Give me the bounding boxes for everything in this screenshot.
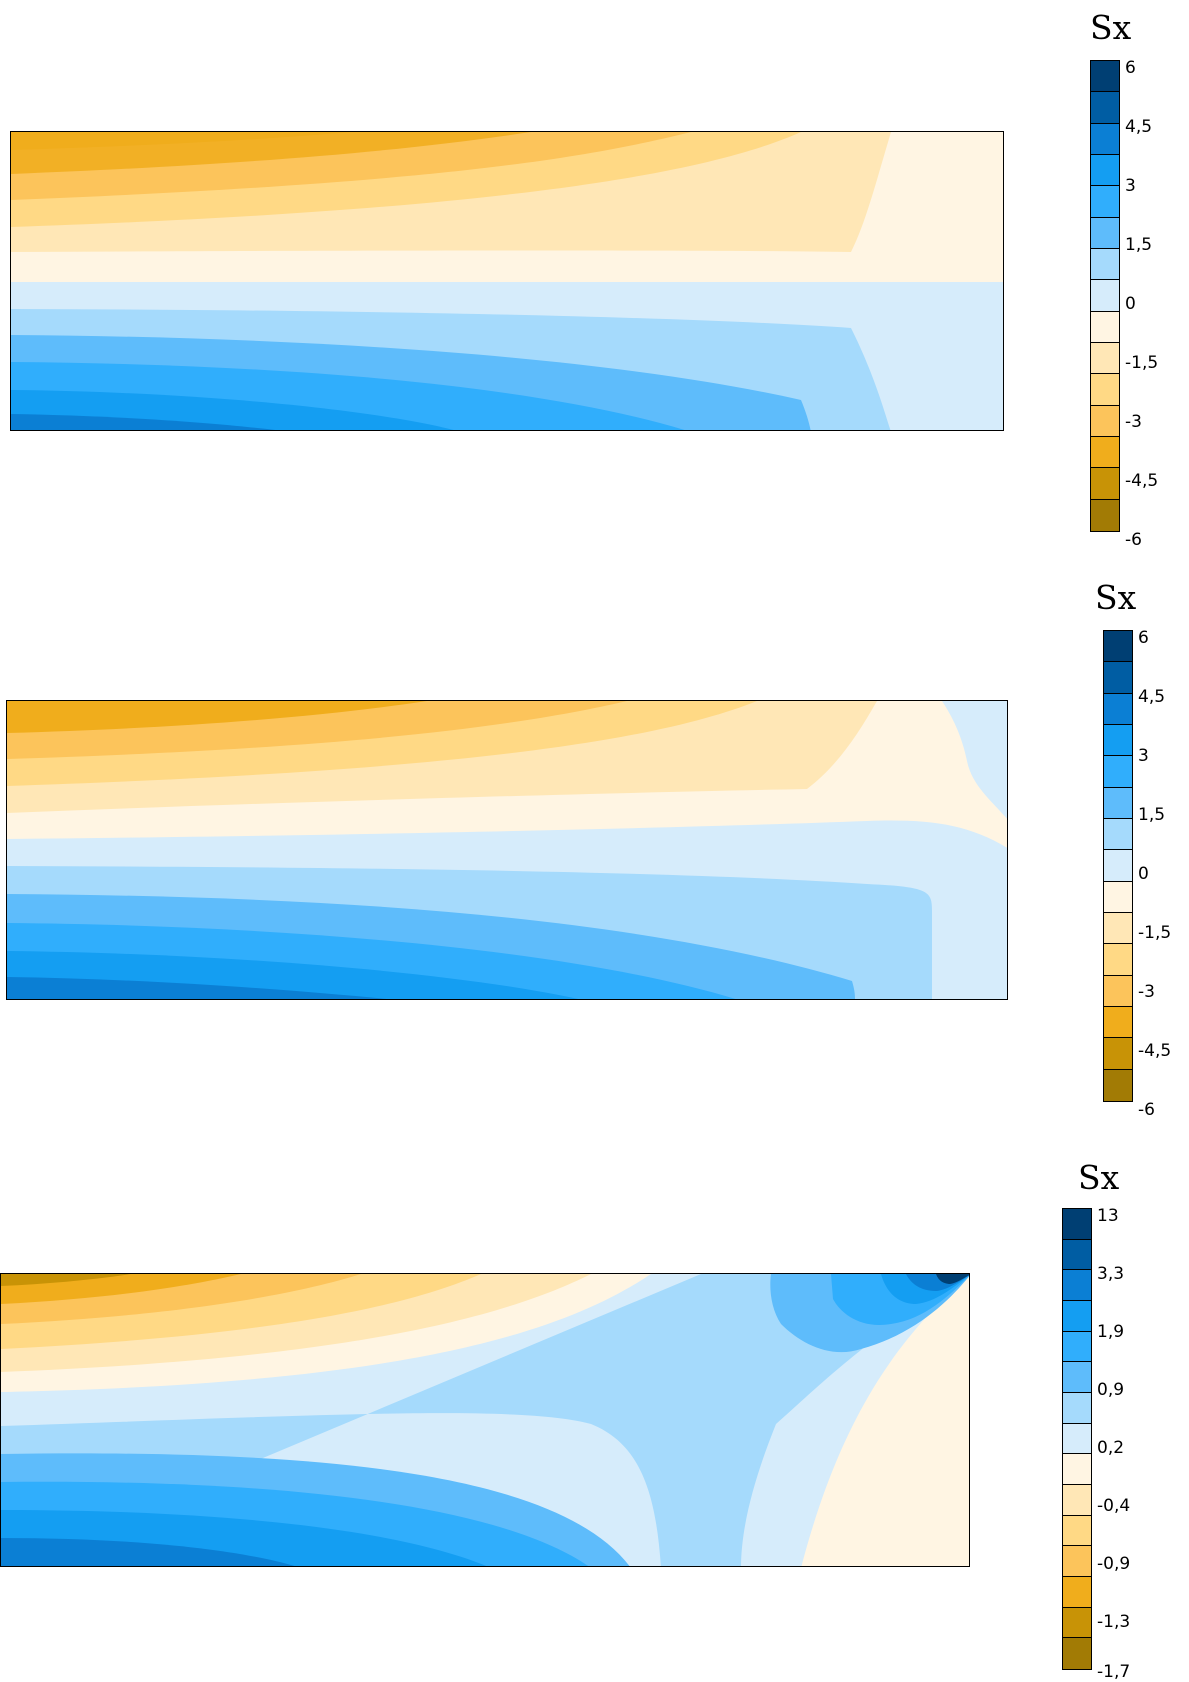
color-swatch <box>1091 154 1119 187</box>
color-swatch <box>1104 756 1132 788</box>
color-swatch <box>1104 975 1132 1007</box>
legend-tick: -4,5 <box>1125 471 1159 491</box>
contour-plot-2 <box>6 700 1008 1000</box>
color-swatch <box>1091 468 1119 500</box>
color-swatch <box>1063 1300 1091 1332</box>
legend-tick: 6 <box>1125 58 1136 78</box>
color-swatch <box>1063 1209 1091 1240</box>
legend-tick: -4,5 <box>1138 1041 1172 1061</box>
color-swatch <box>1063 1638 1091 1669</box>
legend-tick: 1,9 <box>1097 1322 1125 1342</box>
legend-title-1: Sx <box>1090 8 1132 47</box>
color-swatch <box>1091 311 1119 343</box>
legend-tick: 4,5 <box>1138 687 1166 707</box>
color-swatch <box>1091 248 1119 281</box>
legend-tick: -0,9 <box>1097 1554 1131 1574</box>
color-swatch <box>1063 1331 1091 1363</box>
color-swatch <box>1104 944 1132 976</box>
legend-tick: 0,2 <box>1097 1438 1125 1458</box>
legend-title-3: Sx <box>1078 1158 1120 1197</box>
contour-field-1 <box>11 132 1003 430</box>
legend-tick: -1,3 <box>1097 1612 1131 1632</box>
color-swatch <box>1091 92 1119 124</box>
color-swatch <box>1063 1270 1091 1301</box>
color-swatch <box>1091 123 1119 155</box>
legend-tick: 3,3 <box>1097 1264 1125 1284</box>
legend-tick: 13 <box>1097 1206 1119 1226</box>
legend-tick: 0 <box>1125 294 1136 314</box>
color-swatch <box>1104 724 1132 757</box>
legend-tick: -3 <box>1138 982 1155 1002</box>
color-swatch <box>1063 1515 1091 1547</box>
contour-field-3 <box>1 1274 969 1566</box>
color-swatch <box>1063 1607 1091 1639</box>
color-swatch <box>1104 850 1132 882</box>
color-swatch <box>1104 1006 1132 1039</box>
color-swatch <box>1091 217 1119 249</box>
color-swatch <box>1063 1546 1091 1577</box>
color-swatch <box>1091 186 1119 218</box>
color-swatch <box>1091 61 1119 93</box>
legend-tick: -3 <box>1125 412 1142 432</box>
color-swatch <box>1104 631 1132 663</box>
color-swatch <box>1063 1392 1091 1424</box>
color-swatch <box>1091 374 1119 406</box>
contour-plot-3 <box>0 1273 970 1567</box>
legend-tick: 0,9 <box>1097 1380 1125 1400</box>
color-swatch <box>1063 1362 1091 1393</box>
legend-tick: 1,5 <box>1125 235 1153 255</box>
color-swatch <box>1063 1484 1091 1516</box>
color-swatch <box>1104 1038 1132 1070</box>
color-scale-3 <box>1062 1208 1092 1670</box>
legend-tick: 4,5 <box>1125 117 1153 137</box>
legend-tick: -6 <box>1138 1100 1155 1120</box>
color-swatch <box>1104 787 1132 819</box>
color-swatch <box>1104 662 1132 694</box>
color-swatch <box>1104 881 1132 913</box>
color-swatch <box>1091 280 1119 312</box>
color-swatch <box>1091 405 1119 437</box>
legend-tick: -1,5 <box>1125 353 1159 373</box>
color-swatch <box>1063 1423 1091 1455</box>
legend-2: Sx 6 4,5 3 1,5 0 -1,5 -3 -4,5 -6 <box>1095 578 1189 1120</box>
legend-tick: -1,7 <box>1097 1662 1131 1682</box>
color-scale-1 <box>1090 60 1120 532</box>
legend-3: Sx 13 3,3 1,9 0,9 0,2 -0,4 -0,9 -1,3 -1,… <box>1060 1158 1189 1682</box>
legend-tick: 3 <box>1138 746 1149 766</box>
legend-1: Sx 6 4,5 3 1,5 0 -1,5 -3 -4,5 -6 <box>1090 8 1189 550</box>
contour-field-2 <box>7 701 1007 999</box>
color-swatch <box>1104 693 1132 725</box>
legend-tick: 1,5 <box>1138 805 1166 825</box>
legend-tick: -0,4 <box>1097 1496 1131 1516</box>
legend-tick: -1,5 <box>1138 923 1172 943</box>
contour-plot-1 <box>10 131 1004 431</box>
color-swatch <box>1091 342 1119 375</box>
legend-title-2: Sx <box>1095 578 1137 617</box>
color-swatch <box>1063 1239 1091 1271</box>
color-swatch <box>1091 436 1119 469</box>
color-swatch <box>1104 912 1132 945</box>
legend-tick: 0 <box>1138 864 1149 884</box>
color-swatch <box>1063 1454 1091 1485</box>
color-scale-2 <box>1103 630 1133 1102</box>
color-swatch <box>1104 1069 1132 1101</box>
legend-tick: -6 <box>1125 530 1142 550</box>
legend-tick: 6 <box>1138 628 1149 648</box>
color-swatch <box>1104 818 1132 851</box>
legend-tick: 3 <box>1125 176 1136 196</box>
color-swatch <box>1063 1576 1091 1608</box>
color-swatch <box>1091 499 1119 531</box>
